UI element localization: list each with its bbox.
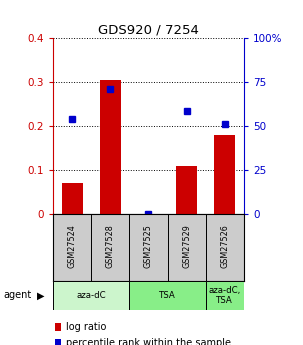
Bar (53, 214, 91, 281)
Text: aza-dC,
TSA: aza-dC, TSA (209, 286, 241, 305)
Bar (91, 214, 129, 281)
Bar (100, 80, 121, 214)
Text: aza-dC: aza-dC (76, 291, 106, 300)
Bar (168, 214, 206, 281)
Text: GSM27528: GSM27528 (106, 224, 115, 268)
Text: GSM27524: GSM27524 (68, 224, 77, 268)
Text: ▶: ▶ (37, 290, 45, 300)
Bar (62, 183, 83, 214)
Bar (176, 166, 197, 214)
Text: TSA: TSA (159, 291, 176, 300)
Text: GSM27525: GSM27525 (144, 224, 153, 268)
Bar (214, 135, 235, 214)
Text: GSM27526: GSM27526 (220, 224, 229, 268)
Bar (129, 281, 206, 310)
Text: agent: agent (3, 290, 31, 300)
Text: log ratio: log ratio (66, 322, 106, 332)
Bar (206, 214, 244, 281)
Bar (53, 281, 129, 310)
Bar (206, 281, 244, 310)
Text: GSM27529: GSM27529 (182, 224, 191, 268)
Title: GDS920 / 7254: GDS920 / 7254 (98, 24, 199, 37)
Text: percentile rank within the sample: percentile rank within the sample (66, 338, 231, 345)
Bar (129, 214, 168, 281)
